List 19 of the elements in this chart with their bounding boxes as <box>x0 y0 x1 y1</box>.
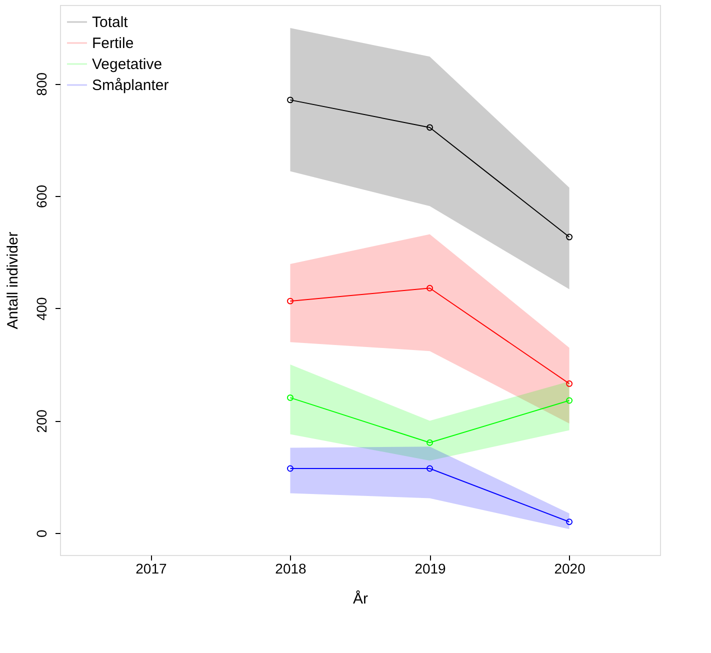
y-tick-label: 600 <box>34 184 50 208</box>
y-tick-label: 200 <box>34 409 50 433</box>
y-axis-title: Antall individer <box>4 232 22 330</box>
y-tick-label: 0 <box>34 529 50 538</box>
point <box>426 439 434 446</box>
y-tick-label: 800 <box>34 72 50 96</box>
x-tick-label: 2018 <box>275 560 307 576</box>
legend-label: Fertile <box>92 35 134 52</box>
point <box>426 124 434 131</box>
y-tick-label: 400 <box>34 296 50 321</box>
x-axis-title: År <box>353 590 368 608</box>
point <box>426 284 434 292</box>
legend-label: Småplanter <box>92 77 169 94</box>
legend-label: Totalt <box>92 14 129 31</box>
legend-label: Vegetative <box>92 56 162 73</box>
x-tick-label: 2020 <box>554 560 586 576</box>
point <box>426 465 434 472</box>
x-tick-label: 2017 <box>136 560 167 576</box>
x-tick-label: 2019 <box>414 560 446 576</box>
